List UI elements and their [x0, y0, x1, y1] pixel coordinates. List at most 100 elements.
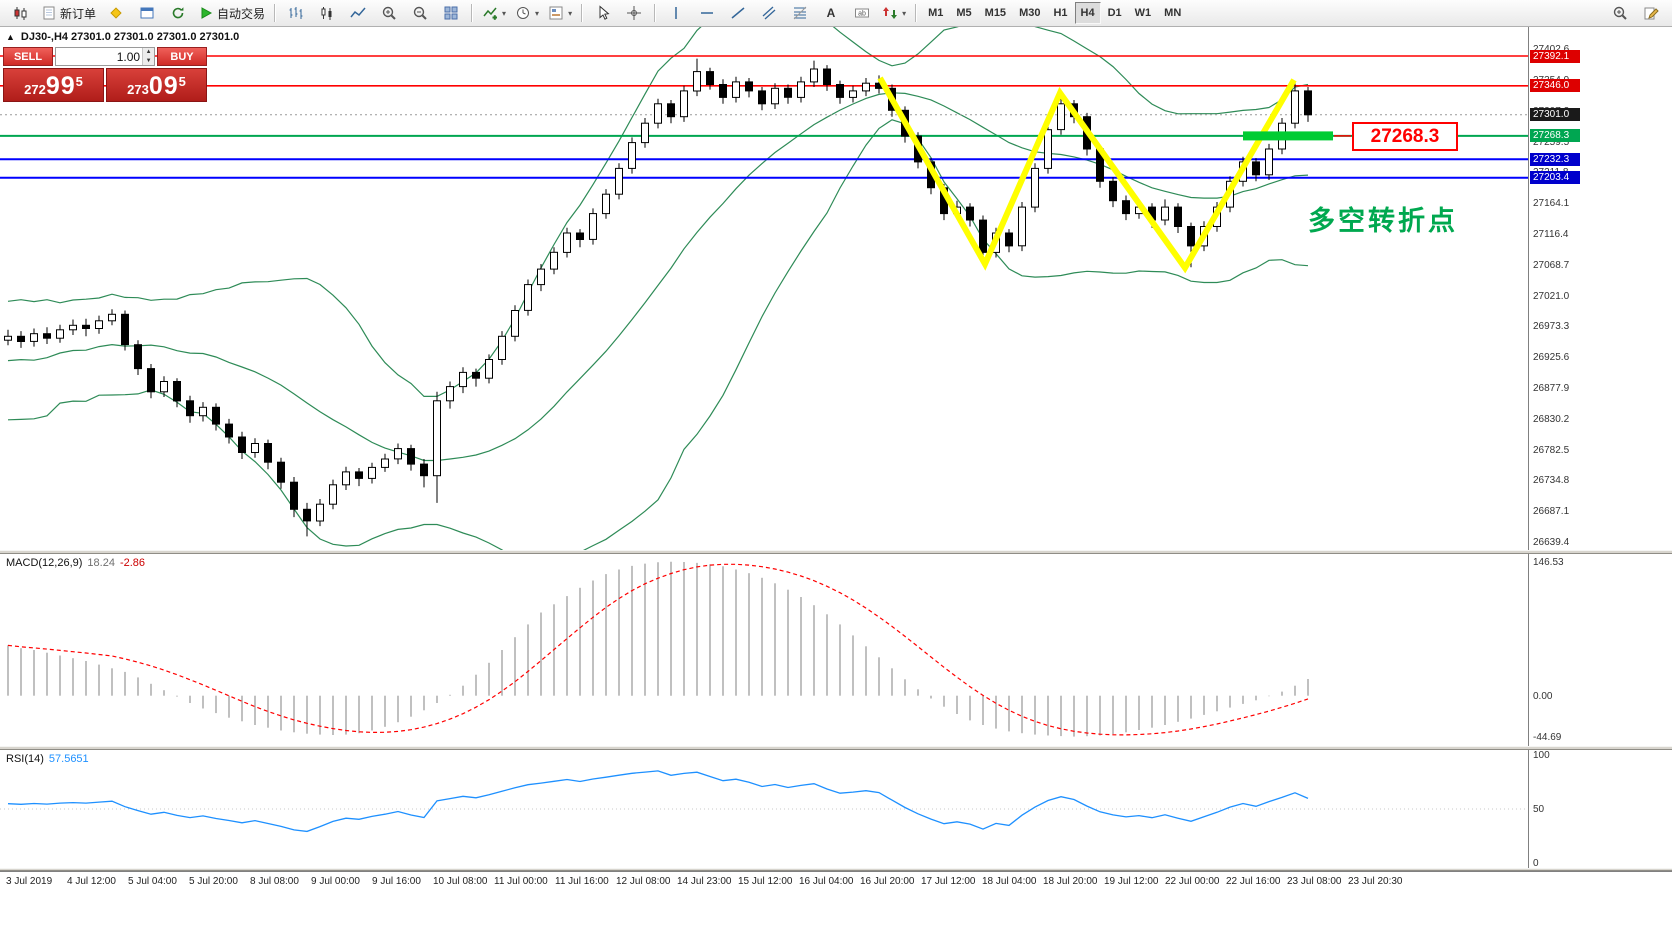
oneclick-collapse-icon[interactable]: ▲ [6, 32, 15, 42]
autotrading-button[interactable]: 自动交易 [194, 1, 269, 25]
line-chart-button[interactable] [343, 1, 373, 25]
macd-canvas[interactable] [0, 554, 1528, 746]
refresh-icon[interactable] [163, 1, 193, 25]
date-label: 18 Jul 20:00 [1043, 876, 1098, 887]
price-axis-label: 27116.4 [1533, 229, 1569, 240]
buy-price-button[interactable]: 273 09 5 [106, 68, 207, 102]
candle [1161, 206, 1169, 221]
timeframe-m30-button[interactable]: M30 [1019, 7, 1041, 19]
bar-chart-button[interactable] [281, 1, 311, 25]
timeframe-d1-button[interactable]: D1 [1107, 7, 1122, 19]
date-label: 12 Jul 08:00 [616, 876, 671, 887]
volume-input[interactable] [56, 48, 143, 65]
sell-button[interactable]: SELL [3, 47, 53, 66]
price-callout-box[interactable]: 27268.3 [1352, 122, 1458, 151]
candle [784, 87, 792, 98]
candle [1044, 129, 1052, 169]
timeframe-m1-button[interactable]: M1 [928, 7, 944, 19]
indicators-button[interactable]: ▾ [478, 1, 510, 25]
date-label: 18 Jul 04:00 [982, 876, 1037, 887]
text-label-button[interactable]: ab [847, 1, 877, 25]
rsi-canvas[interactable] [0, 750, 1528, 868]
candle [810, 68, 818, 83]
candle [1109, 180, 1117, 202]
text-button[interactable]: A [816, 1, 846, 25]
price-tag: 27203.4 [1530, 171, 1580, 185]
periods-button[interactable]: ▾ [511, 1, 543, 25]
candle [628, 142, 636, 169]
volume-up-icon[interactable]: ▲ [143, 48, 154, 57]
new-order-button-label: 新订单 [60, 6, 97, 21]
date-axis[interactable]: 3 Jul 2019 4 Jul 12:00 5 Jul 04:00 5 Jul 20… [0, 871, 1672, 892]
date-label: 14 Jul 23:00 [677, 876, 732, 887]
market-watch-icon[interactable] [132, 1, 162, 25]
zoom-in-button[interactable] [374, 1, 404, 25]
candle [576, 232, 584, 240]
symbol-chart-icon[interactable] [6, 1, 36, 25]
panel-splitter[interactable] [0, 868, 1672, 871]
timeframe-w1-button[interactable]: W1 [1134, 7, 1152, 19]
new-order-icon [41, 5, 57, 21]
candle [862, 82, 870, 92]
buy-button[interactable]: BUY [157, 47, 207, 66]
candle [979, 219, 987, 253]
candle [797, 81, 805, 98]
chart-edit-icon[interactable] [1636, 1, 1666, 25]
candle [1265, 148, 1273, 176]
price-axis-label: 26877.9 [1533, 383, 1570, 394]
candle [407, 448, 415, 465]
metaquotes-community-icon-icon [108, 5, 124, 21]
new-order-button[interactable]: 新订单 [37, 1, 100, 25]
chevron-down-icon: ▾ [902, 8, 907, 18]
rsi-panel[interactable]: RSI(14) 57.5651 [0, 750, 1528, 868]
highlight-bar [1243, 131, 1333, 141]
timeframe-h4-button[interactable]: H4 [1074, 2, 1101, 24]
price-axis[interactable]: 26639.4 26687.1 26734.8 26782.5 26830.2 26877… [1528, 27, 1672, 892]
price-chart-canvas[interactable] [0, 27, 1528, 550]
date-label: 22 Jul 00:00 [1165, 876, 1220, 887]
candle [667, 103, 675, 118]
timeframe-m5-button[interactable]: M5 [956, 7, 972, 19]
templates-button[interactable]: ▾ [544, 1, 576, 25]
tile-windows-button[interactable] [436, 1, 466, 25]
vertical-line-button[interactable] [661, 1, 691, 25]
trendline-button[interactable] [723, 1, 753, 25]
candlestick-chart-button[interactable] [312, 1, 342, 25]
rsi-value: 57.5651 [48, 753, 89, 765]
candle [160, 381, 168, 393]
timeframe-h1-button[interactable]: H1 [1053, 7, 1068, 19]
candle [459, 371, 467, 388]
search-icon[interactable] [1605, 1, 1635, 25]
cursor-button[interactable] [588, 1, 618, 25]
panel-splitter[interactable] [0, 550, 1672, 554]
timeframe-mn-button[interactable]: MN [1164, 7, 1182, 19]
market-watch-icon-icon [139, 5, 155, 21]
refresh-icon-icon [170, 5, 186, 21]
arrows-button[interactable]: ▾ [878, 1, 910, 25]
sell-price-button[interactable]: 272 99 5 [3, 68, 104, 102]
candle [134, 344, 142, 370]
crosshair-button[interactable] [619, 1, 649, 25]
candle [654, 103, 662, 124]
zoom-out-button[interactable] [405, 1, 435, 25]
panel-splitter[interactable] [0, 746, 1672, 750]
date-label: 10 Jul 08:00 [433, 876, 488, 887]
candle [238, 436, 246, 453]
date-label: 23 Jul 20:30 [1348, 876, 1403, 887]
macd-panel[interactable]: MACD(12,26,9) 18.24 -2.86 [0, 554, 1528, 746]
candle [1187, 226, 1195, 247]
fibonacci-button[interactable] [785, 1, 815, 25]
candle [225, 423, 233, 438]
timeframe-m15-button[interactable]: M15 [984, 7, 1007, 19]
candle [1174, 206, 1182, 228]
turning-point-annotation[interactable]: 多空转折点 [1308, 206, 1458, 236]
channel-button[interactable] [754, 1, 784, 25]
candle [563, 232, 571, 253]
volume-down-icon[interactable]: ▼ [143, 56, 154, 65]
main-chart[interactable]: ▲ DJ30-,H4 27301.0 27301.0 27301.0 27301… [0, 27, 1528, 550]
candle [69, 324, 77, 331]
sell-price-pip: 5 [75, 74, 83, 89]
metaquotes-community-icon[interactable] [101, 1, 131, 25]
horizontal-line-button[interactable] [692, 1, 722, 25]
line-chart-icon [350, 5, 366, 21]
